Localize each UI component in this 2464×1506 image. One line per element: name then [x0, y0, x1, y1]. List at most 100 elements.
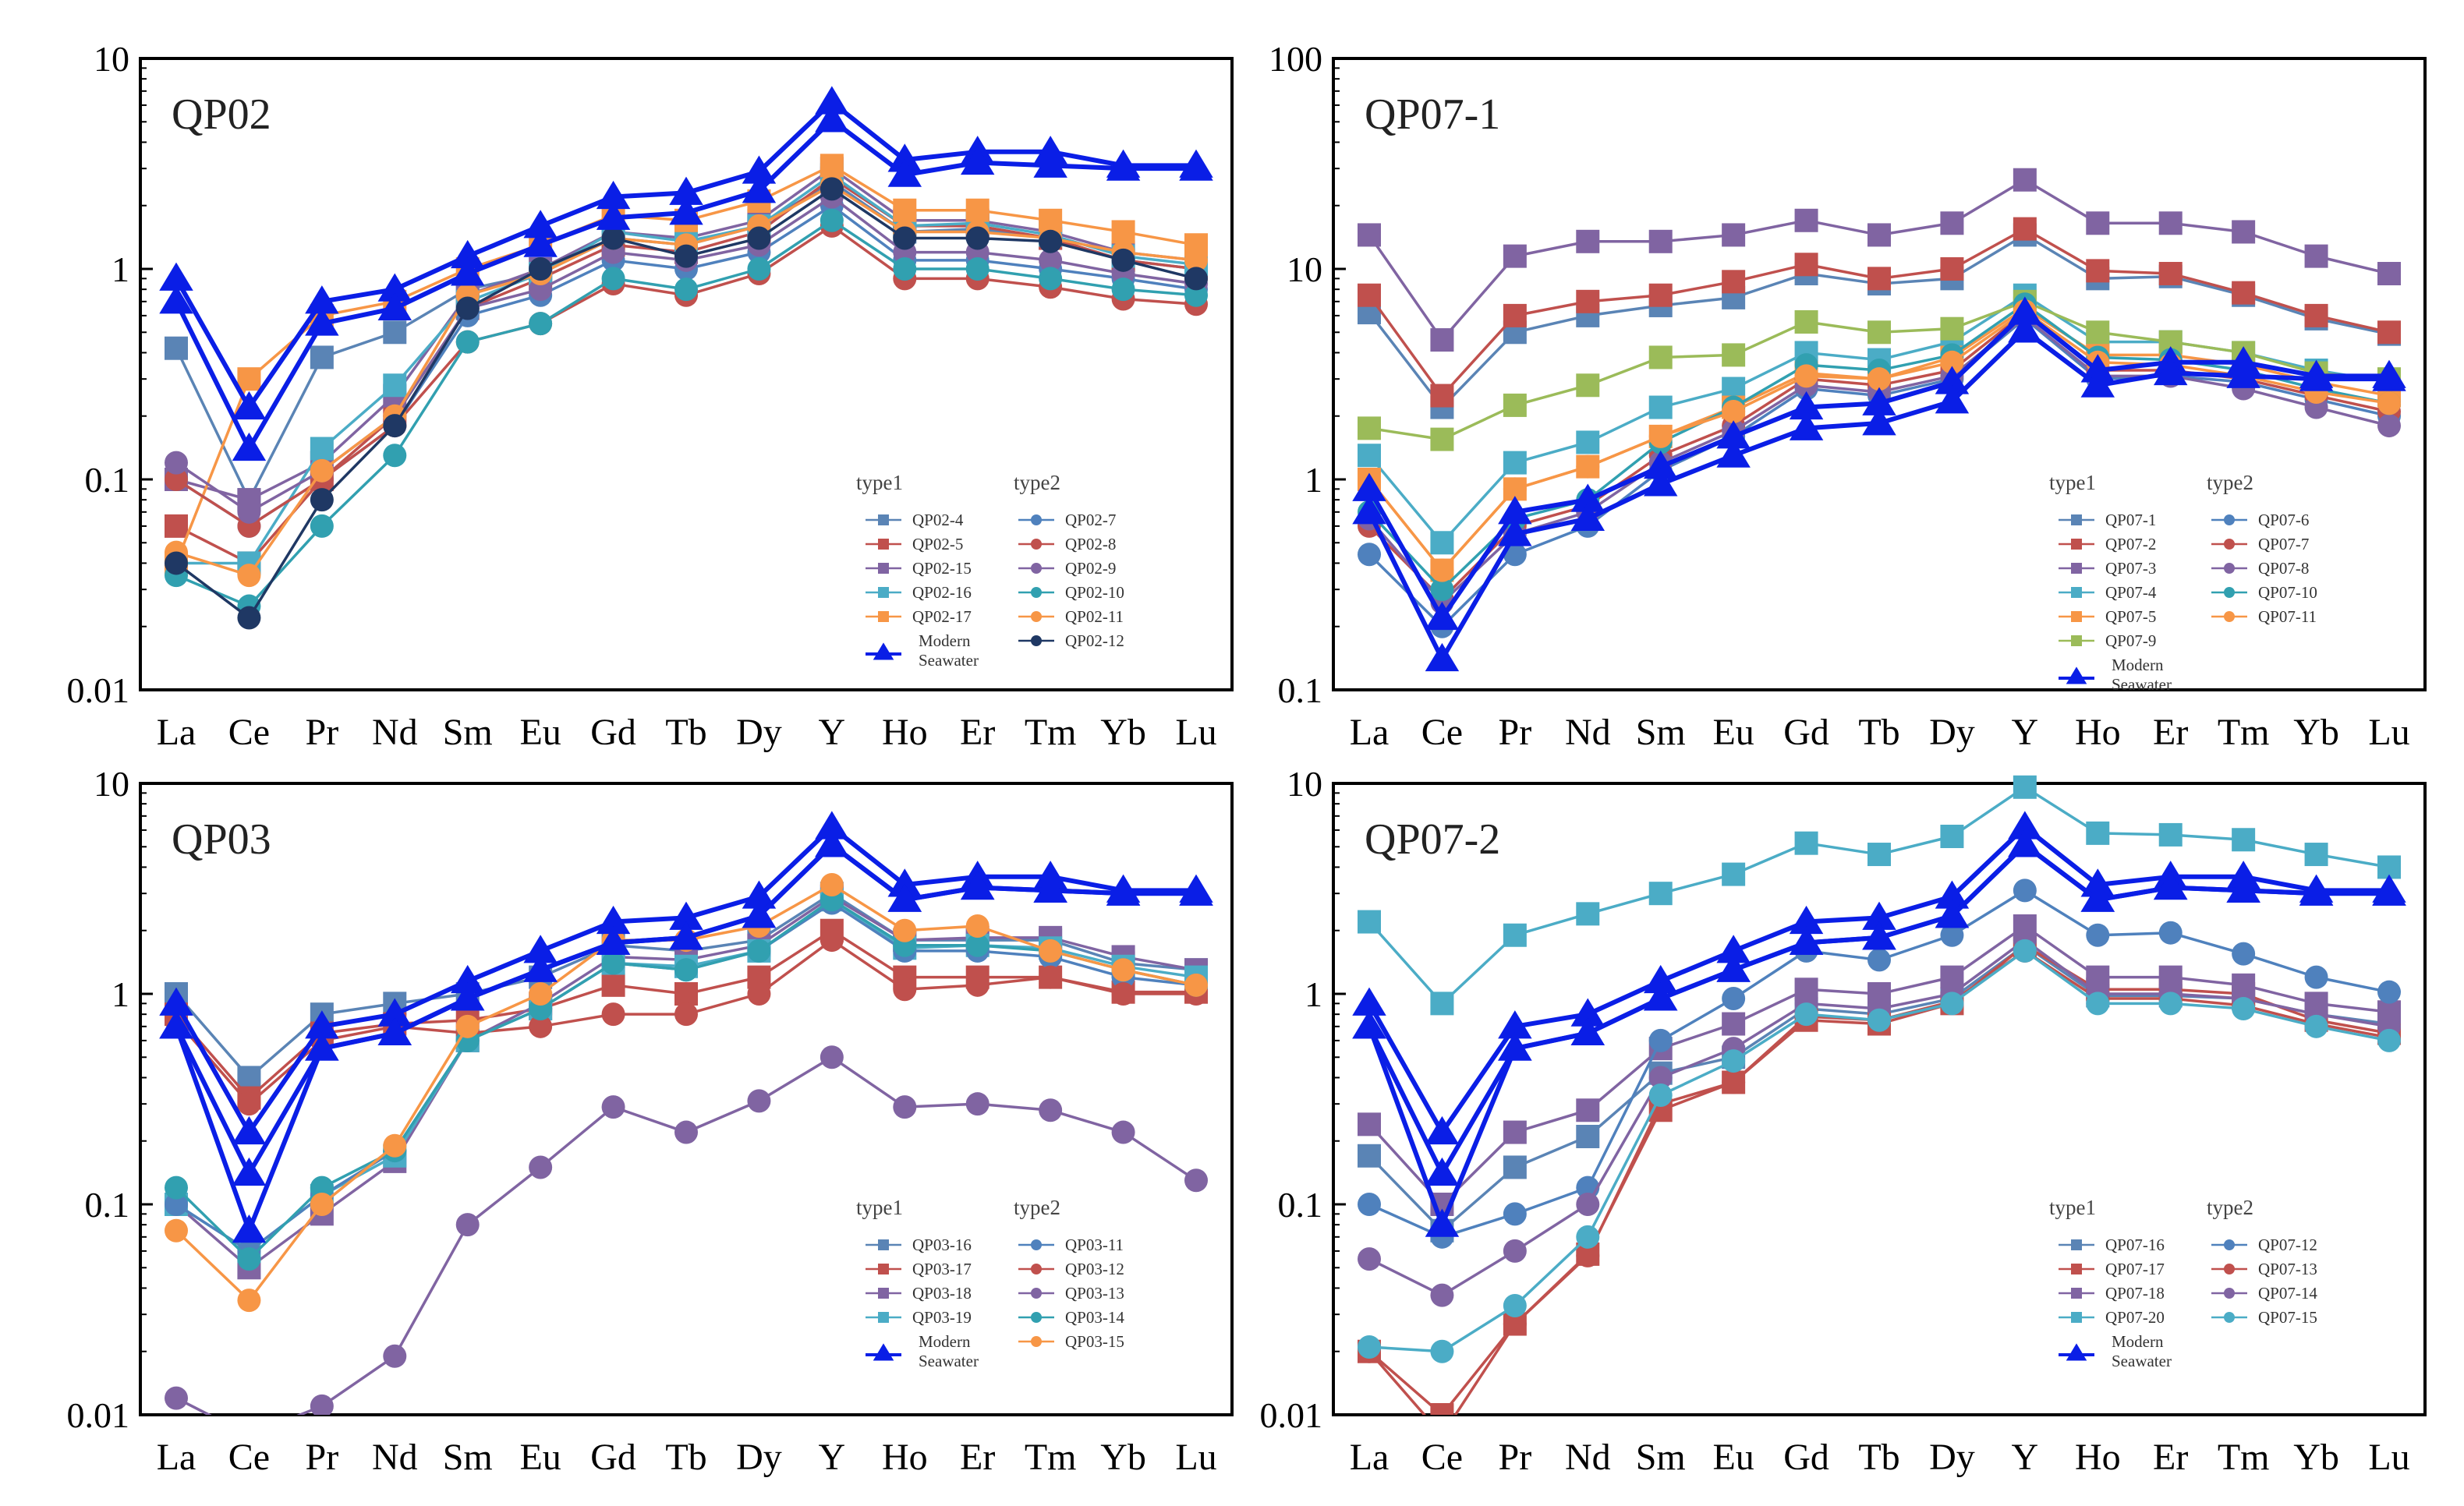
data-point [1794, 253, 1818, 277]
data-point [2086, 821, 2110, 845]
data-point [305, 1010, 339, 1039]
data-point [1862, 921, 1896, 950]
legend-swatch-marker [2224, 1264, 2235, 1274]
data-point [1358, 1335, 1381, 1359]
legend-label: QP03-14 [1065, 1308, 1124, 1327]
data-point [1179, 877, 1213, 906]
legend-label: QP07-8 [2258, 559, 2309, 578]
data-point [1430, 531, 1454, 555]
legend-label: QP07-9 [2105, 631, 2156, 650]
data-point [820, 1045, 844, 1069]
data-point [1722, 1012, 1746, 1036]
data-point [669, 901, 703, 930]
data-point [1358, 543, 1381, 567]
legend-heading-type1: type1 [2049, 471, 2096, 494]
legend-label: QP02-9 [1065, 559, 1116, 578]
data-point [1184, 248, 1208, 272]
data-point [1935, 900, 1970, 928]
legend-heading-type2: type2 [2207, 1196, 2253, 1219]
x-tick-label: Yb [2293, 1437, 2339, 1478]
y-tick-label: 1 [112, 249, 129, 289]
x-tick-label: Ho [2075, 1437, 2121, 1478]
data-point [232, 1115, 267, 1145]
data-point [1503, 1155, 1527, 1179]
legend-swatch-marker [2071, 1288, 2082, 1299]
y-tick-label: 0.1 [85, 460, 130, 500]
data-point [1503, 1202, 1527, 1226]
legend-item: QP02-12 [1018, 631, 1124, 650]
data-point [1358, 1247, 1381, 1271]
data-point [2158, 822, 2183, 847]
legend-swatch-marker [2224, 587, 2235, 598]
legend-item: QP07-20 [2059, 1308, 2165, 1327]
data-point [1570, 483, 1605, 512]
data-point [1648, 424, 1673, 448]
data-point [601, 1095, 625, 1119]
x-tick-label: Sm [1636, 712, 1686, 753]
x-tick-label: Y [2012, 712, 2039, 753]
legend-swatch-marker [2224, 1239, 2235, 1250]
data-point [455, 296, 480, 320]
data-point [1430, 1403, 1454, 1415]
series-group [1352, 168, 2406, 672]
data-point [1940, 824, 1964, 848]
data-point [377, 998, 412, 1027]
data-point [1039, 1098, 1063, 1122]
legend-swatch-marker [1031, 611, 1042, 622]
legend-label: QP07-15 [2258, 1308, 2317, 1327]
data-point [1867, 1008, 1891, 1032]
legend-label: Modern [2112, 1332, 2164, 1351]
data-point [747, 982, 771, 1006]
legend-swatch-marker [1031, 587, 1042, 598]
legend-item: QP02-4 [866, 511, 964, 529]
legend-label: QP02-10 [1065, 583, 1124, 602]
data-point [377, 273, 412, 302]
data-point [1867, 223, 1891, 247]
legend-label: Seawater [2112, 675, 2172, 694]
legend-heading-type1: type1 [856, 1196, 903, 1219]
data-point [669, 196, 703, 225]
data-point [1111, 982, 1135, 1006]
data-point [1430, 558, 1454, 582]
data-point [232, 1214, 267, 1243]
data-point [1503, 303, 1527, 327]
data-point [965, 257, 989, 281]
legend-swatch-marker [2071, 635, 2082, 646]
data-point [1576, 1125, 1600, 1149]
series-modern-seawater-b- [1352, 314, 2406, 672]
data-point [1039, 965, 1063, 989]
legend-item: QP07-3 [2059, 559, 2156, 578]
data-point [1643, 468, 1678, 497]
data-point [747, 939, 771, 963]
legend-item: QP07-6 [2211, 511, 2309, 529]
data-point [2226, 874, 2260, 903]
legend-swatch-marker [2066, 666, 2087, 684]
data-point [232, 432, 267, 461]
data-point [1039, 229, 1063, 253]
data-point [1576, 1243, 1600, 1267]
legend-item: QP07-11 [2211, 607, 2317, 626]
legend-swatch-marker [2071, 539, 2082, 550]
data-point [2377, 980, 2401, 1004]
data-point [2008, 296, 2042, 325]
data-point [237, 367, 261, 391]
legend-swatch-marker [1031, 1288, 1042, 1299]
x-tick-label: Lu [2368, 1437, 2409, 1478]
data-point [529, 257, 553, 281]
data-point [1352, 987, 1386, 1016]
legend-label: QP02-16 [912, 583, 972, 602]
data-point [965, 1092, 989, 1116]
data-point [310, 437, 334, 461]
data-point [383, 373, 407, 398]
data-point [742, 175, 777, 203]
legend-label: Modern [2112, 656, 2164, 674]
data-point [1648, 229, 1673, 253]
legend-swatch-marker [2071, 1264, 2082, 1274]
x-tick-label: Lu [2368, 712, 2409, 753]
data-point [305, 1032, 339, 1061]
data-point [1789, 412, 1824, 440]
x-tick-label: Gd [590, 712, 636, 753]
legend-swatch-marker [2071, 1239, 2082, 1250]
data-point [165, 468, 188, 491]
